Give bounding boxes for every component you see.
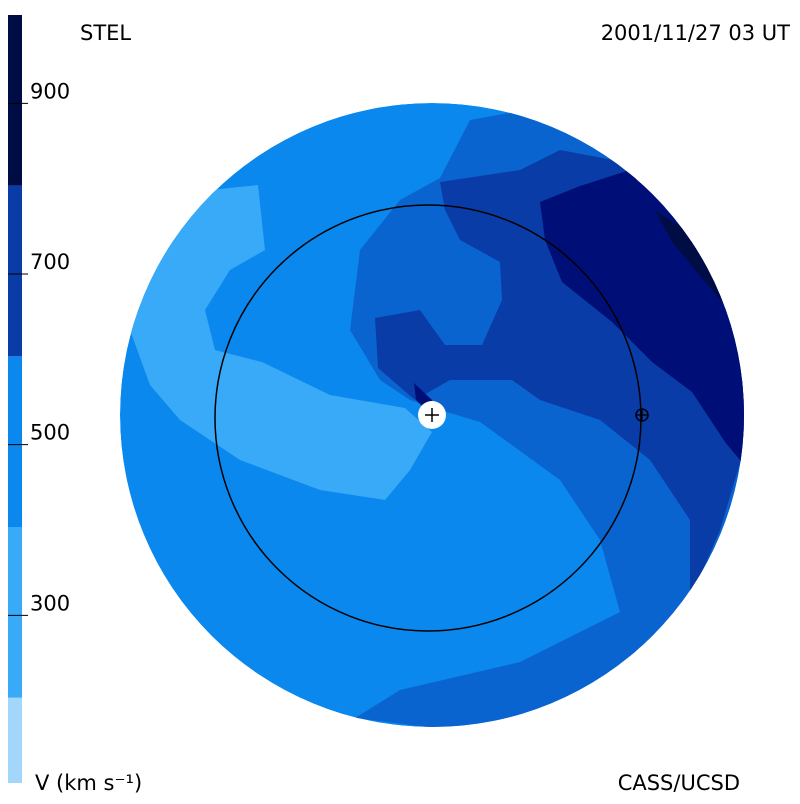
colorbar-band [8,527,22,698]
colorbar-band [8,15,22,186]
credit: CASS/UCSD [618,771,740,795]
colorbar-tick-label: 500 [30,421,70,445]
colorbar-band [8,185,22,357]
colorbar-tick-label: 900 [30,79,70,103]
colorbar-band [8,356,22,527]
slow-region [120,185,432,500]
earth-symbol [636,409,648,421]
earth-orbit [214,204,642,632]
colorbar-tick-label: 700 [30,250,70,274]
colorbar-tick-label: 300 [30,591,70,615]
colorbar-band [8,697,22,783]
date: 2001/11/27 03 UT [601,21,790,45]
colorbar-label: V (km s⁻¹) [35,771,142,795]
title: STEL [80,21,131,45]
sun-symbol [425,408,439,422]
